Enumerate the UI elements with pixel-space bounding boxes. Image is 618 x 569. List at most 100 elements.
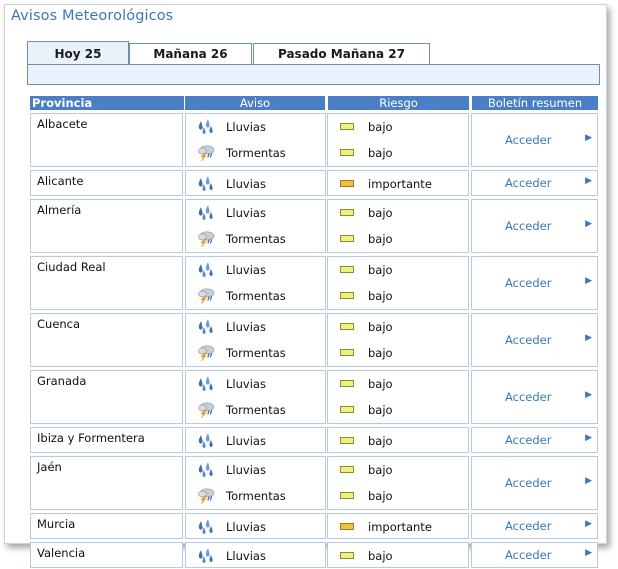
aviso-cell: Lluvias Tormentas [185,313,326,367]
riesgo-item: bajo [328,543,468,569]
riesgo-cell: bajo [327,542,469,568]
aviso-tipo: Lluvias [226,377,266,391]
acceder-label: Acceder [505,476,552,490]
aviso-tipo: Lluvias [226,520,266,534]
provincia-label: Ibiza y Formentera [37,431,145,445]
aviso-tipo: Tormentas [226,489,286,504]
aviso-tipo: Tormentas [226,403,286,418]
riesgo-item: bajo [328,114,468,140]
boletin-cell: Acceder ▶ [471,256,598,310]
risk-swatch [340,266,354,273]
riesgo-item: bajo [328,397,468,423]
provincia-label: Granada [37,374,87,388]
provincia-label: Jaén [37,460,62,474]
provincia-cell: Jaén [30,456,183,510]
provincia-cell: Murcia [30,513,183,539]
risk-swatch [340,323,354,330]
boletin-cell: Acceder ▶ [471,199,598,253]
tab-hoy[interactable]: Hoy 25 [27,41,129,64]
aviso-item: Tormentas [186,140,325,166]
riesgo-label: importante [368,177,432,191]
risk-swatch [340,235,354,243]
risk-swatch [340,523,354,530]
aviso-tipo: Tormentas [226,146,286,161]
boletin-cell: Acceder ▶ [471,513,598,539]
provincia-cell: Almería [30,199,183,253]
risk-swatch [340,552,354,559]
riesgo-label: bajo [368,289,393,304]
storm-icon [196,230,216,248]
risk-swatch [340,349,354,357]
riesgo-cell: importante [327,513,469,539]
chevron-right-icon: ▶ [585,433,592,443]
rain-icon [196,518,216,536]
storm-icon [196,344,216,362]
chevron-right-icon: ▶ [585,176,592,186]
riesgo-label: bajo [368,346,393,361]
rain-icon [196,375,216,393]
riesgo-label: bajo [368,434,393,448]
risk-swatch [340,492,354,500]
acceder-label: Acceder [505,176,552,190]
chevron-right-icon: ▶ [585,276,592,286]
aviso-tipo: Lluvias [226,120,266,134]
aviso-item: Tormentas [186,483,325,509]
provincia-cell: Cuenca [30,313,183,367]
risk-swatch [340,292,354,300]
acceder-label: Acceder [505,219,552,233]
riesgo-label: bajo [368,232,393,247]
risk-swatch [340,180,354,187]
chevron-right-icon: ▶ [585,333,592,343]
riesgo-label: bajo [368,463,393,477]
acceder-label: Acceder [505,390,552,404]
riesgo-label: bajo [368,320,393,334]
rain-icon [196,547,216,565]
aviso-item: Lluvias [186,200,325,226]
aviso-tipo: Tormentas [226,346,286,361]
riesgo-label: bajo [368,403,393,418]
risk-swatch [340,466,354,473]
aviso-cell: Lluvias Tormentas [185,256,326,310]
aviso-tipo: Lluvias [226,320,266,334]
provincia-cell: Albacete [30,113,183,167]
aviso-item: Lluvias [186,428,325,454]
riesgo-cell: importante [327,170,469,196]
aviso-tipo: Tormentas [226,289,286,304]
aviso-item: Lluvias [186,457,325,483]
riesgo-item: bajo [328,226,468,252]
rain-icon [196,318,216,336]
aviso-item: Tormentas [186,340,325,366]
provincia-cell: Ibiza y Formentera [30,427,183,453]
riesgo-label: bajo [368,263,393,277]
chevron-right-icon: ▶ [585,219,592,229]
aviso-cell: Lluvias [185,427,326,453]
riesgo-item: bajo [328,428,468,454]
storm-icon [196,287,216,305]
aviso-tipo: Lluvias [226,177,266,191]
riesgo-label: importante [368,520,432,534]
provincia-cell: Valencia [30,542,183,568]
chevron-right-icon: ▶ [585,133,592,143]
aviso-tipo: Lluvias [226,434,266,448]
storm-icon [196,487,216,505]
riesgo-label: bajo [368,206,393,220]
aviso-tipo: Lluvias [226,263,266,277]
header-boletin: Boletín resumen [472,96,598,110]
tab-pasado-manana[interactable]: Pasado Mañana 27 [253,43,430,64]
riesgo-item: bajo [328,140,468,166]
aviso-item: Lluvias [186,514,325,540]
tab-panel [27,64,600,85]
rain-icon [196,204,216,222]
riesgo-item: importante [328,171,468,197]
riesgo-item: bajo [328,457,468,483]
header-provincia: Provincia [30,96,184,110]
tab-manana[interactable]: Mañana 26 [129,43,252,64]
aviso-tipo: Lluvias [226,463,266,477]
acceder-label: Acceder [505,276,552,290]
provincia-label: Cuenca [37,317,81,331]
risk-swatch [340,437,354,444]
provincia-label: Albacete [37,117,88,131]
riesgo-cell: bajo bajo [327,313,469,367]
provincia-label: Alicante [37,174,84,188]
acceder-label: Acceder [505,548,552,562]
